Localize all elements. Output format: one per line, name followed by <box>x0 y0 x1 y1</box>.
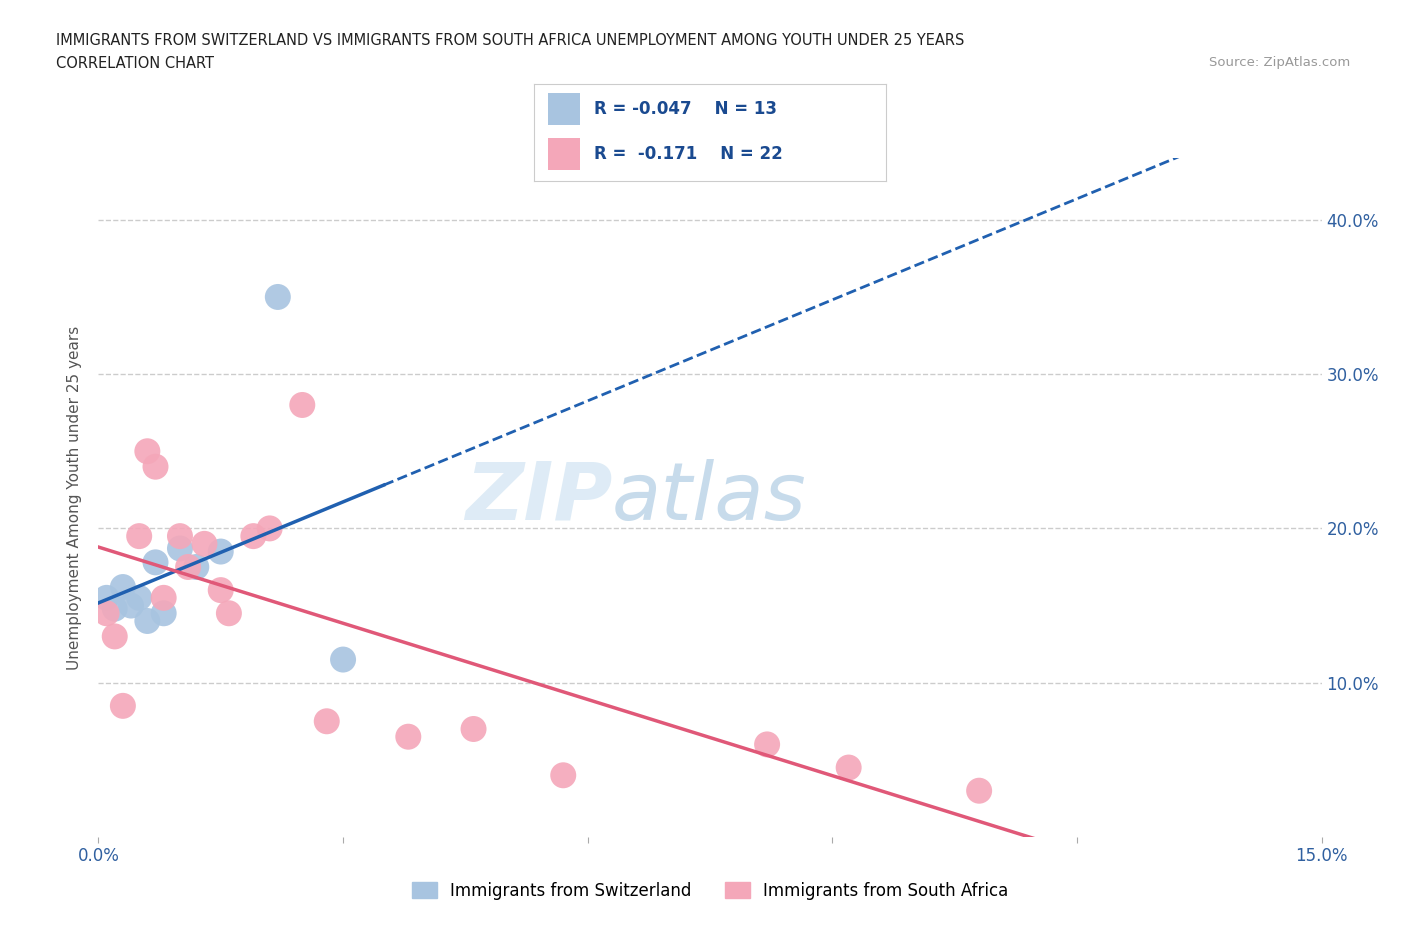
Point <box>315 714 337 729</box>
Point <box>96 605 118 620</box>
Y-axis label: Unemployment Among Youth under 25 years: Unemployment Among Youth under 25 years <box>67 326 83 670</box>
Point <box>128 591 150 605</box>
Point <box>396 729 419 744</box>
Point <box>291 397 314 412</box>
Point <box>967 783 990 798</box>
Point <box>259 521 281 536</box>
Text: R = -0.047    N = 13: R = -0.047 N = 13 <box>593 100 778 118</box>
Bar <box>548 93 579 125</box>
Point <box>209 544 232 559</box>
Point <box>111 579 134 594</box>
Point <box>136 614 159 629</box>
Point <box>104 629 127 644</box>
Point <box>120 598 142 613</box>
Point <box>169 541 191 556</box>
Point <box>177 560 200 575</box>
Point <box>218 605 240 620</box>
Text: ZIP: ZIP <box>465 458 612 537</box>
Point <box>152 591 174 605</box>
Point <box>96 591 118 605</box>
Point <box>145 459 167 474</box>
Point <box>267 289 290 304</box>
Text: R =  -0.171    N = 22: R = -0.171 N = 22 <box>593 145 783 163</box>
Point <box>838 760 860 775</box>
Point <box>111 698 134 713</box>
Point <box>128 528 150 543</box>
Point <box>193 537 215 551</box>
Text: Source: ZipAtlas.com: Source: ZipAtlas.com <box>1209 56 1350 69</box>
Text: IMMIGRANTS FROM SWITZERLAND VS IMMIGRANTS FROM SOUTH AFRICA UNEMPLOYMENT AMONG Y: IMMIGRANTS FROM SWITZERLAND VS IMMIGRANT… <box>56 33 965 47</box>
Point <box>209 583 232 598</box>
Point <box>169 528 191 543</box>
Point <box>104 601 127 616</box>
Point <box>756 737 779 751</box>
Point <box>186 560 208 575</box>
Point <box>332 652 354 667</box>
Legend: Immigrants from Switzerland, Immigrants from South Africa: Immigrants from Switzerland, Immigrants … <box>405 875 1015 907</box>
Point <box>145 555 167 570</box>
Point <box>136 444 159 458</box>
Bar <box>548 139 579 169</box>
Point <box>553 768 575 783</box>
Point <box>463 722 485 737</box>
Point <box>152 605 174 620</box>
Text: CORRELATION CHART: CORRELATION CHART <box>56 56 214 71</box>
Point <box>242 528 264 543</box>
Text: atlas: atlas <box>612 458 807 537</box>
